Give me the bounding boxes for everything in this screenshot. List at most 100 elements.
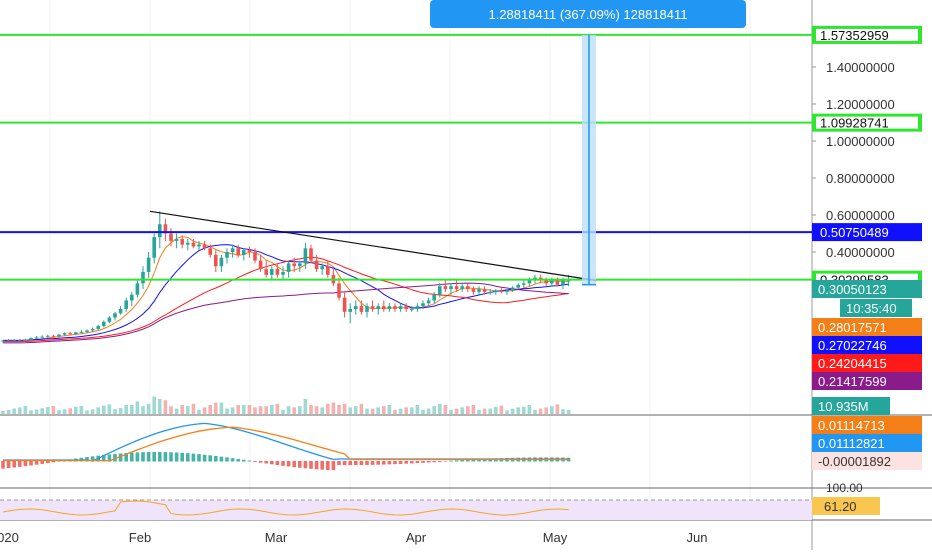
candle [107,316,112,324]
candle [488,289,492,295]
macd-histogram-bar [426,461,431,463]
candle [46,334,50,338]
candle [286,260,291,278]
macd-histogram-bar [320,461,324,470]
candle [298,260,302,272]
svg-text:0.01112821: 0.01112821 [818,436,885,451]
candle [51,334,56,338]
volume-bar [46,407,50,414]
candle [90,327,95,332]
svg-text:0.01114713: 0.01114713 [818,418,885,433]
macd-histogram-bar [376,461,380,465]
volume-bar [51,405,56,414]
candle [169,227,173,247]
macd-histogram-bar [174,452,179,462]
volume-bar [354,406,358,414]
macd-badge: 0.01114713 [812,416,922,434]
macd-histogram-bar [186,453,190,462]
candle [471,286,476,295]
candle [359,300,364,315]
macd-histogram-bar [113,453,117,462]
macd-histogram-bar [247,460,252,462]
volume-bar [488,408,492,414]
candle [113,311,117,321]
svg-text:0.50750489: 0.50750489 [820,225,889,240]
volume-bar [152,396,156,414]
candle [398,303,403,312]
volume-bar [253,407,257,414]
macd-histogram-bar [146,452,151,462]
volume-bar [90,409,95,414]
candle [79,330,84,334]
macd-histogram-bar [51,461,56,463]
macd-histogram-bar [348,461,352,466]
volume-bar [398,408,403,414]
candle [141,266,145,290]
volume-bar [236,405,240,414]
candle [202,240,207,251]
candle [135,280,140,298]
macd-histogram-bar [421,461,425,463]
svg-text:1.09928741: 1.09928741 [820,116,889,131]
volume-bar [494,406,498,414]
candle [292,257,296,272]
candle [85,329,89,334]
volume-bar [163,400,168,414]
volume-bar [29,410,33,414]
macd-histogram-bar [90,456,95,462]
candle [40,335,44,339]
macd-histogram-bar [46,461,50,464]
measure-label: 1.28818411 (367.09%) 128818411 [488,7,687,22]
volume-bar [214,402,218,414]
macd-histogram-bar [410,461,414,464]
candle [281,266,285,281]
volume-bar [331,402,336,414]
volume-bar [225,408,229,414]
macd-histogram-bar [180,452,184,462]
time-axis-label: Jun [687,530,708,545]
macd-histogram-bar [158,452,162,462]
time-axis-label: Apr [406,530,427,545]
volume-bar [270,405,274,414]
candle [443,280,448,292]
candle [370,300,375,312]
candle [102,320,106,328]
candle [303,242,308,270]
volume-bar [264,406,268,414]
volume-bar [85,410,89,414]
volume-bar [18,407,22,414]
volume-bar [421,409,425,414]
candle [247,246,252,258]
trend-line[interactable] [149,210,597,282]
candle [348,303,352,324]
volume-badge: 10.935M [812,397,890,415]
candle [68,331,72,335]
macd-line [3,426,569,462]
candle [253,248,257,264]
candle [186,239,190,251]
candle [230,244,235,258]
candle [382,300,386,312]
macd-histogram-bar [370,461,375,465]
price-line-badge: 0.50750489 [812,223,922,242]
moving-average-line [3,236,569,341]
macd-histogram-bar [393,461,397,465]
volume-bar [538,408,543,414]
volume-bar [471,405,476,414]
macd-histogram-bar [191,453,196,462]
macd-histogram-bar [107,454,112,462]
candle [522,280,526,288]
volume-bar [443,405,448,414]
measure-label-box [430,0,746,28]
rsi-line [2,500,569,516]
macd-histogram-bar [382,461,386,465]
volume-bar [275,403,280,414]
volume-bar [303,399,308,414]
candle [219,254,224,272]
price-axis-tick-label: 0.80000000 [826,171,895,186]
volume-bar [404,407,408,414]
price-axis-tick-label: 1.20000000 [826,97,895,112]
macd-histogram-bar [275,461,280,466]
